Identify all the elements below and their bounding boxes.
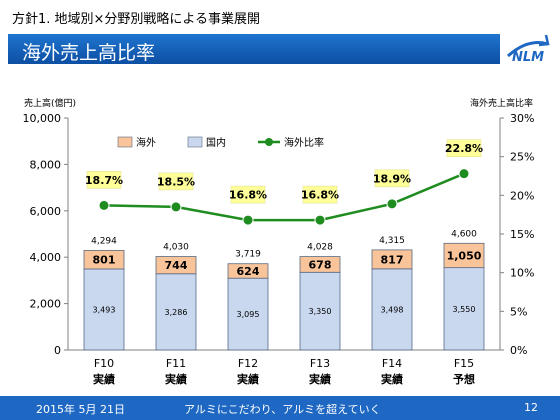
bar-label-domestic: 3,550 xyxy=(453,305,476,314)
x-tick-label: F15 xyxy=(454,357,474,370)
footer-slogan: アルミにこだわり、アルミを超えていく xyxy=(184,403,381,416)
y-tick-label: 6,000 xyxy=(30,205,62,218)
bar-label-domestic: 3,498 xyxy=(381,305,404,314)
bar-domestic xyxy=(371,268,413,351)
y2-tick-label: 20% xyxy=(510,189,534,202)
bar-overseas xyxy=(371,249,413,270)
bar-overseas xyxy=(155,256,197,275)
x-tick-label: 実績 xyxy=(237,372,259,386)
bar-label-domestic: 3,095 xyxy=(237,310,260,319)
ratio-point xyxy=(98,199,110,211)
bar-total-label: 4,030 xyxy=(163,243,189,253)
y-axis-title: 売上高(億円) xyxy=(24,99,77,109)
bar-overseas xyxy=(83,249,125,270)
legend-label: 海外比率 xyxy=(284,136,324,149)
x-tick-label: F12 xyxy=(238,357,258,370)
legend-swatch xyxy=(117,136,133,148)
y2-axis-title: 海外売上高比率 xyxy=(470,99,534,109)
bar-domestic xyxy=(227,277,269,351)
y-tick-label: 4,000 xyxy=(30,251,62,264)
ratio-point xyxy=(242,214,254,226)
y2-tick-label: 10% xyxy=(510,267,534,280)
bar-label-domestic: 3,493 xyxy=(93,305,116,314)
ratio-label-box xyxy=(302,185,338,204)
ratio-label-box xyxy=(374,169,410,188)
bar-domestic xyxy=(443,267,485,351)
title-banner: 海外売上高比率 xyxy=(8,34,500,64)
ratio-point xyxy=(170,201,182,213)
bar-total-label: 4,315 xyxy=(379,236,405,246)
bar-label-overseas: 801 xyxy=(93,254,116,267)
y-tick-label: 8,000 xyxy=(30,158,62,171)
ratio-label: 16.8% xyxy=(229,189,267,202)
bar-overseas xyxy=(299,256,341,273)
x-tick-label: 実績 xyxy=(165,372,187,386)
page-title: 方針1. 地域別×分野別戦略による事業展開 xyxy=(12,12,261,27)
ratio-label-box xyxy=(86,171,122,189)
ratio-label-box xyxy=(446,139,482,157)
bar-label-overseas: 678 xyxy=(309,258,332,271)
y2-tick-label: 5% xyxy=(510,305,527,318)
ratio-label: 18.7% xyxy=(85,174,123,187)
company-logo: NLM xyxy=(506,34,550,65)
y2-tick-label: 25% xyxy=(510,151,534,164)
page-number: 12 xyxy=(524,401,538,414)
ratio-label-box xyxy=(158,172,194,191)
legend-label: 海外 xyxy=(136,136,156,149)
x-tick-label: F11 xyxy=(166,357,186,370)
bar-label-domestic: 3,286 xyxy=(165,308,188,317)
ratio-point xyxy=(314,214,326,226)
x-tick-label: F14 xyxy=(382,357,402,370)
bar-label-overseas: 1,050 xyxy=(447,249,482,262)
bar-label-overseas: 624 xyxy=(237,265,260,278)
ratio-label: 16.8% xyxy=(301,189,339,202)
bar-total-label: 3,719 xyxy=(235,250,261,260)
x-tick-label: 実績 xyxy=(309,372,331,386)
y-tick-label: 0 xyxy=(54,344,61,357)
legend-swatch xyxy=(187,136,203,148)
bar-total-label: 4,294 xyxy=(91,236,117,246)
y-tick-label: 10,000 xyxy=(23,112,62,125)
bar-label-domestic: 3,350 xyxy=(309,307,332,316)
bar-domestic xyxy=(299,271,341,351)
x-tick-label: F10 xyxy=(94,357,114,370)
bar-total-label: 4,028 xyxy=(307,243,333,253)
ratio-line xyxy=(103,172,465,222)
bar-label-overseas: 817 xyxy=(381,253,404,266)
ratio-label: 18.5% xyxy=(157,175,195,188)
x-tick-label: 実績 xyxy=(381,372,403,386)
ratio-label: 22.8% xyxy=(445,142,483,155)
y-tick-label: 2,000 xyxy=(30,298,62,311)
bar-total-label: 4,600 xyxy=(451,229,477,239)
footer: 2015年 5月 21日 アルミにこだわり、アルミを超えていく 12 xyxy=(0,396,560,420)
svg-text:NLM: NLM xyxy=(512,50,544,65)
ratio-point xyxy=(386,198,398,210)
ratio-point xyxy=(458,168,470,180)
x-tick-label: 予想 xyxy=(453,372,475,386)
ratio-label: 18.9% xyxy=(373,172,411,185)
y2-tick-label: 0% xyxy=(510,344,527,357)
legend-label: 国内 xyxy=(206,136,226,149)
x-tick-label: F13 xyxy=(310,357,330,370)
y2-tick-label: 15% xyxy=(510,228,534,241)
bar-overseas xyxy=(227,263,269,279)
logo-mark: NLM xyxy=(506,34,550,65)
banner-title: 海外売上高比率 xyxy=(22,42,156,64)
bar-overseas xyxy=(443,242,485,269)
ratio-label-box xyxy=(230,185,266,204)
y2-tick-label: 30% xyxy=(510,112,534,125)
legend-marker-ratio xyxy=(265,138,273,146)
footer-date: 2015年 5月 21日 xyxy=(36,403,125,416)
x-tick-label: 実績 xyxy=(93,372,115,386)
bar-label-overseas: 744 xyxy=(165,259,188,272)
